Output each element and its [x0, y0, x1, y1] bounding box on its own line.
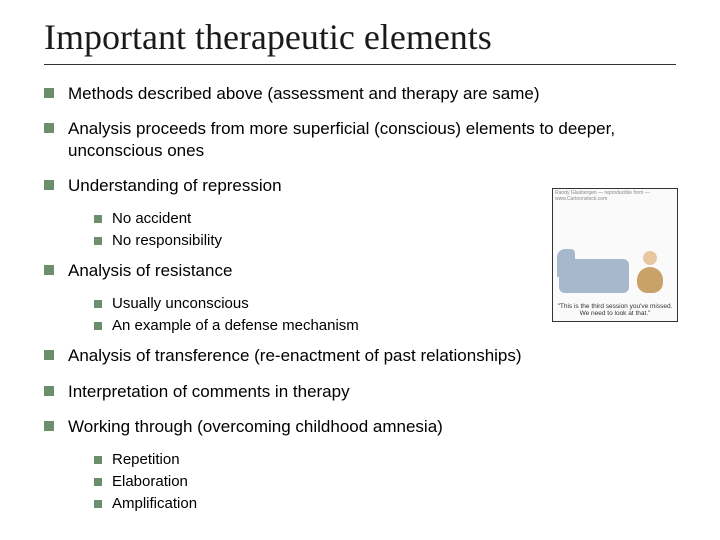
list-item-sub: Repetition	[94, 451, 676, 469]
bullet-text: Analysis proceeds from more superficial …	[68, 118, 676, 161]
cartoon-image: Randy Glasbergen — reproducible form — w…	[552, 188, 678, 322]
bullet-text: Working through (overcoming childhood am…	[68, 416, 443, 437]
bullet-text: Understanding of repression	[68, 175, 282, 196]
list-item: Analysis of transference (re-enactment o…	[44, 345, 676, 366]
square-bullet-icon	[94, 237, 102, 245]
square-bullet-icon	[44, 123, 54, 133]
cartoon-watermark: Randy Glasbergen — reproducible form — w…	[555, 191, 675, 202]
list-item-sub: Amplification	[94, 495, 676, 513]
square-bullet-icon	[44, 88, 54, 98]
cartoon-caption: "This is the third session you've missed…	[557, 303, 673, 317]
page-title: Important therapeutic elements	[44, 16, 676, 58]
square-bullet-icon	[94, 478, 102, 486]
square-bullet-icon	[44, 421, 54, 431]
bullet-text: Methods described above (assessment and …	[68, 83, 540, 104]
bullet-text: Elaboration	[112, 473, 188, 491]
square-bullet-icon	[94, 322, 102, 330]
list-item: Analysis proceeds from more superficial …	[44, 118, 676, 161]
bullet-text: Repetition	[112, 451, 180, 469]
bullet-text: Amplification	[112, 495, 197, 513]
bullet-text: An example of a defense mechanism	[112, 317, 359, 335]
square-bullet-icon	[94, 300, 102, 308]
square-bullet-icon	[44, 350, 54, 360]
square-bullet-icon	[44, 265, 54, 275]
square-bullet-icon	[94, 215, 102, 223]
bullet-text: Analysis of transference (re-enactment o…	[68, 345, 522, 366]
cartoon-therapist-icon	[635, 253, 665, 293]
list-item: Methods described above (assessment and …	[44, 83, 676, 104]
list-item-sub: Elaboration	[94, 473, 676, 491]
bullet-text: Analysis of resistance	[68, 260, 232, 281]
square-bullet-icon	[94, 456, 102, 464]
bullet-text: No accident	[112, 210, 191, 228]
square-bullet-icon	[44, 180, 54, 190]
cartoon-couch-icon	[559, 259, 629, 293]
list-item: Working through (overcoming childhood am…	[44, 416, 676, 437]
list-item: Interpretation of comments in therapy	[44, 381, 676, 402]
bullet-text: Interpretation of comments in therapy	[68, 381, 350, 402]
title-underline	[44, 64, 676, 65]
square-bullet-icon	[44, 386, 54, 396]
square-bullet-icon	[94, 500, 102, 508]
slide: Important therapeutic elements Methods d…	[0, 0, 720, 540]
bullet-text: No responsibility	[112, 232, 222, 250]
bullet-text: Usually unconscious	[112, 295, 249, 313]
